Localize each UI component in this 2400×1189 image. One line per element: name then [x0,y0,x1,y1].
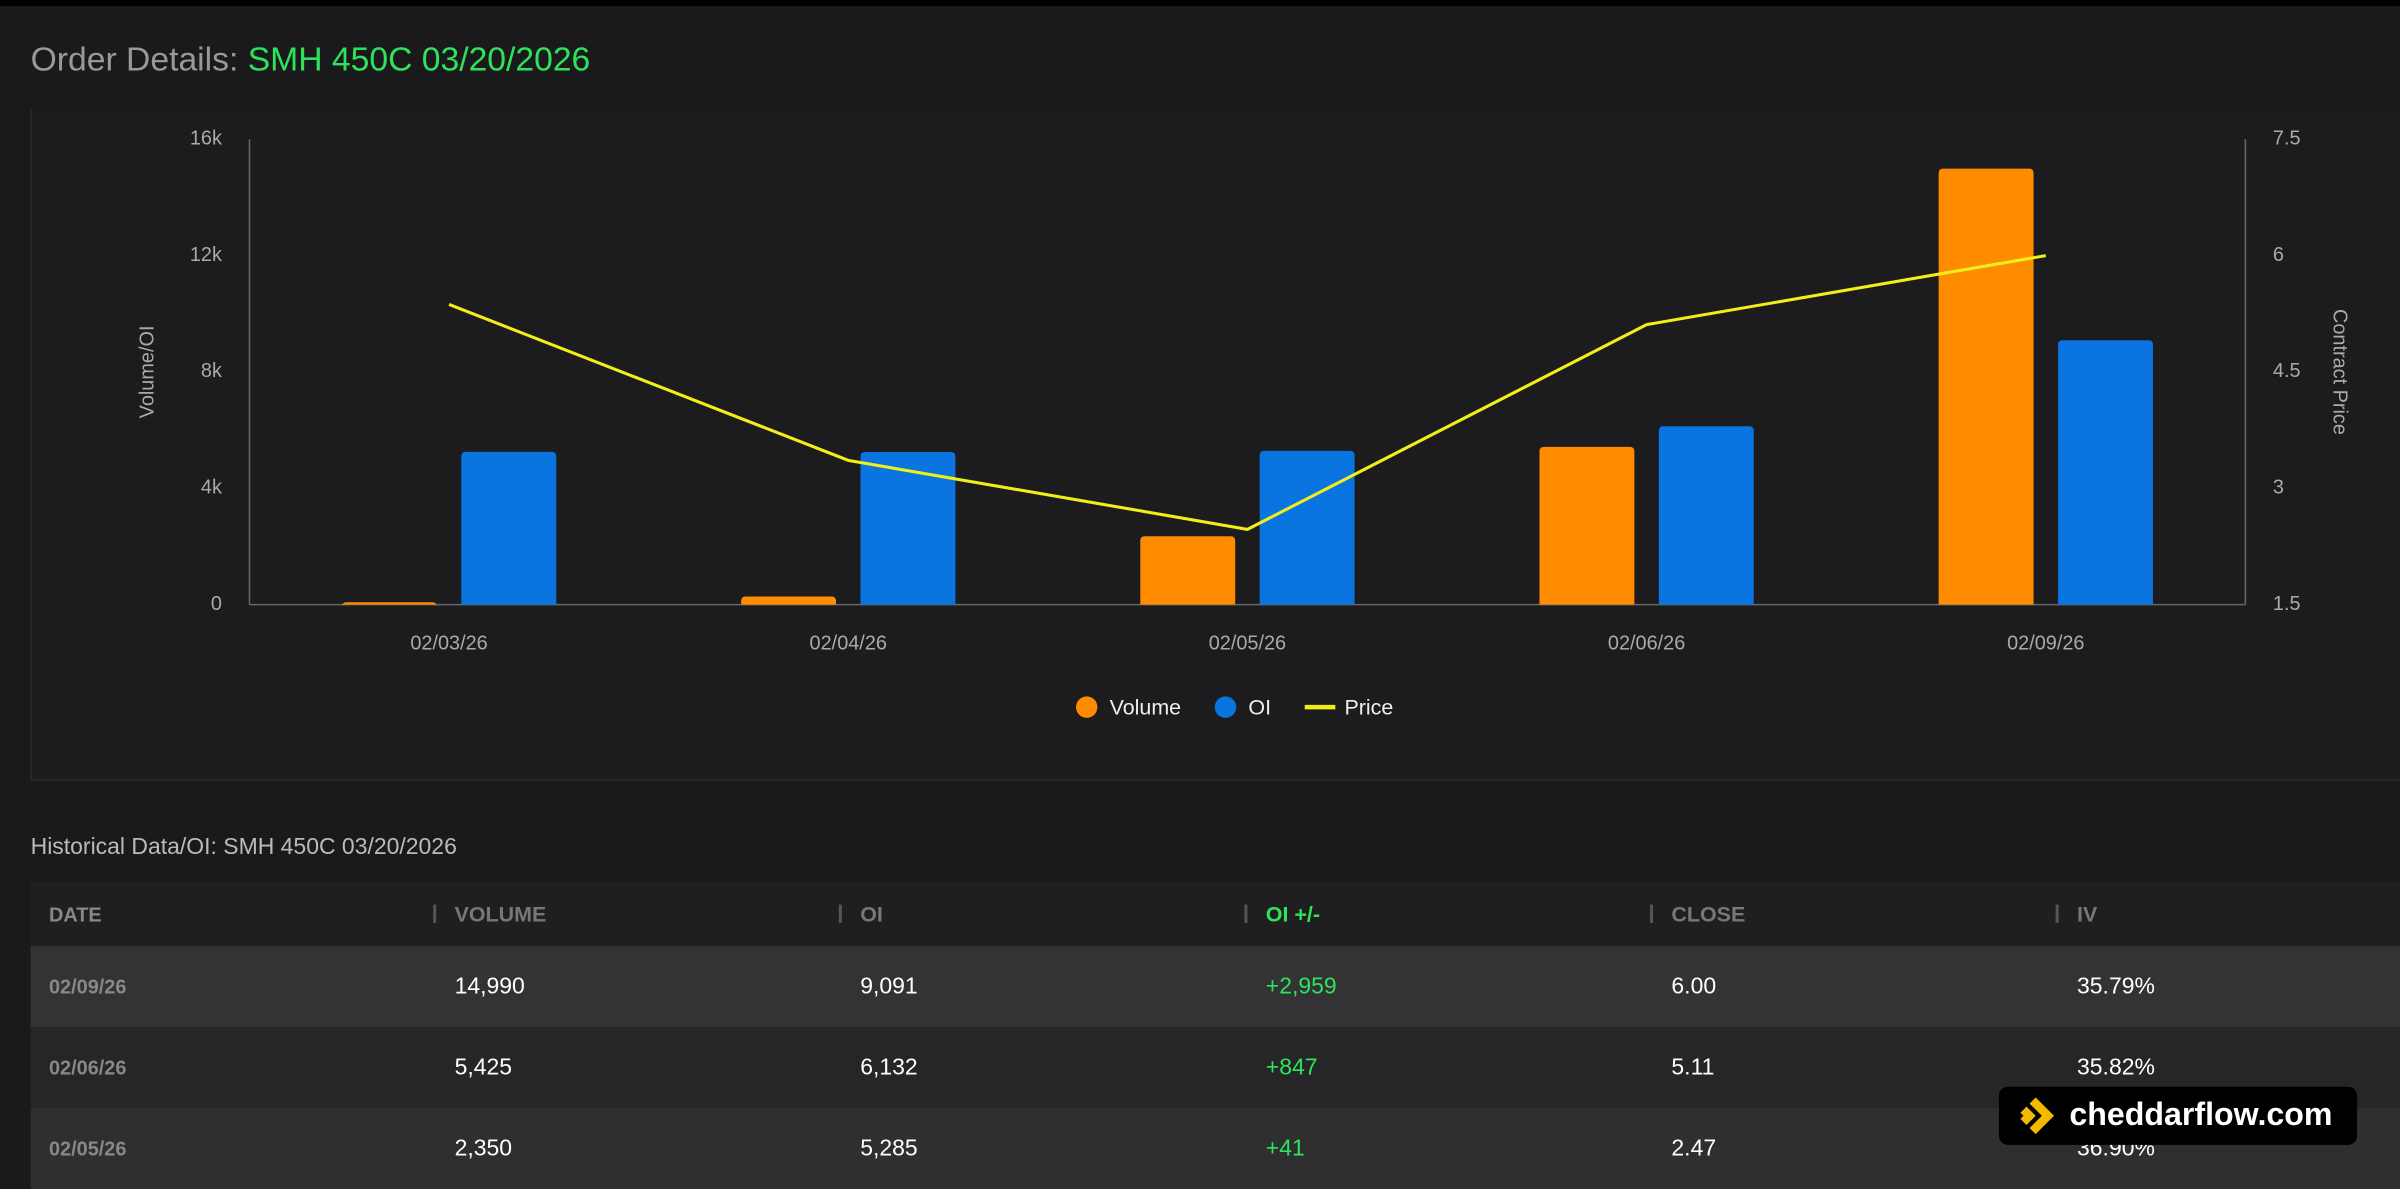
column-header: OI +/- [1265,901,1320,927]
legend-label: OI [1248,695,1271,719]
table-cell: +41 [1265,1135,1305,1162]
table-cell: 6.00 [1671,973,1717,1000]
y2-tick-label: 6 [2273,244,2284,266]
table-cell: 2,350 [454,1135,513,1162]
table-cell: 02/09/26 [48,974,127,998]
table-header: DATE VOLUME OI OI +/- CLOSE IV [30,881,2400,946]
column-separator [1649,904,1654,923]
column-separator [433,904,437,923]
table-cell: 5.11 [1671,1054,1715,1081]
y-tick-label: 4k [201,477,222,499]
x-tick-label: 02/05/26 [1209,633,1286,655]
table-title: Historical Data/OI: SMH 450C 03/20/2026 [30,834,457,861]
x-tick-label: 02/09/26 [2007,633,2084,655]
bar [741,596,837,605]
legend-label: Volume [1110,695,1181,719]
bar [341,602,437,607]
top-bar [0,0,2400,7]
y-axis-title: Volume/OI [137,326,159,419]
y2-tick-label: 7.5 [2273,128,2301,150]
table-cell: 5,425 [454,1054,513,1081]
table-cell: 9,091 [860,973,918,1000]
table-row: 02/05/26 2,350 5,285 +41 2.47 36.90% [30,1108,2400,1189]
x-tick-label: 02/04/26 [810,633,887,655]
title-label: Order Details: [30,39,239,79]
legend-swatch [1076,696,1098,718]
table-cell: 14,990 [454,973,525,1000]
bar [1259,450,1355,605]
column-header: IV [2077,901,2098,927]
column-separator [838,904,842,923]
y2-tick-label: 3 [2273,477,2284,499]
y2-axis-title: Contract Price [2329,309,2351,435]
table-cell: 02/06/26 [48,1056,127,1080]
x-tick-label: 02/06/26 [1608,633,1685,655]
x-tick-label: 02/03/26 [410,633,487,655]
table-cell: 35.79% [2077,973,2155,1000]
bar [2058,340,2153,605]
table-cell: 35.82% [2077,1054,2155,1081]
bar [1938,168,2034,605]
table-row: 02/09/26 14,990 9,091 +2,959 6.00 35.79% [30,945,2400,1028]
y2-tick-label: 4.5 [2273,360,2301,382]
bar [1140,536,1236,605]
table-cell: +847 [1265,1054,1318,1081]
watermark: cheddarflow.com [1998,1086,2358,1145]
bar [461,451,557,605]
y-tick-label: 8k [201,360,222,382]
logo [2020,1097,2055,1135]
bar [1658,426,1754,605]
page-title: Order Details: SMH 450C 03/20/2026 [31,40,591,80]
price-line [448,254,2047,531]
watermark-text: cheddarflow.com [2069,1097,2333,1133]
column-separator [2055,904,2059,923]
ticker: SMH 450C 03/20/2026 [247,39,591,79]
table: DATE VOLUME OI OI +/- CLOSE IV 02/09/26 14,990 9… [30,881,2400,1189]
legend-swatch [1214,696,1237,718]
y2-tick-label: 1.5 [2273,593,2301,615]
table-cell: +2,959 [1265,973,1337,1000]
y-tick-label: 16k [190,128,222,150]
y-tick-label: 12k [190,244,222,266]
bar [1539,446,1635,605]
chart: Volume/OI Contract Price 0 4k 8k 12k 16k 1.5 3… [137,128,2351,720]
table-cell: 2.47 [1671,1135,1717,1162]
table-cell: 5,285 [860,1135,918,1162]
bar [860,451,956,605]
table-cell: 02/05/26 [48,1137,127,1161]
column-separator [1244,904,1248,923]
column-header: DATE [48,902,102,926]
y-tick-label: 0 [211,593,222,615]
table-cell: 6,132 [860,1054,918,1081]
column-header: OI [860,901,883,927]
legend-label: Price [1345,695,1394,719]
column-header: CLOSE [1671,901,1746,927]
column-header: VOLUME [454,901,547,927]
